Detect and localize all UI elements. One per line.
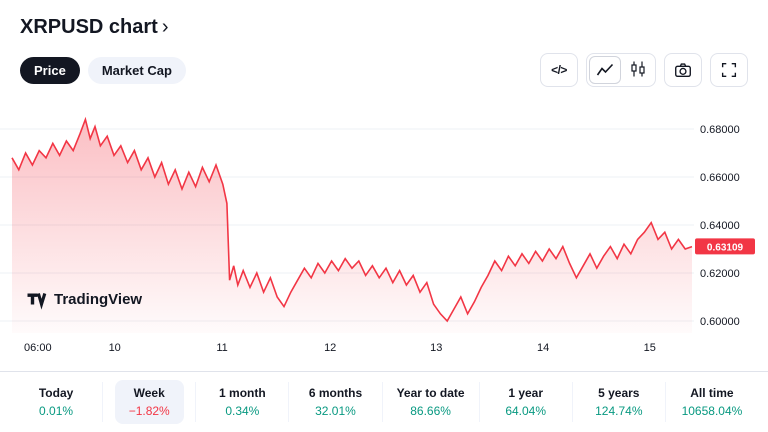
x-axis-label: 10 bbox=[109, 342, 121, 354]
stat-today[interactable]: Today 0.01% bbox=[10, 380, 102, 424]
stat-value: 32.01% bbox=[315, 404, 356, 418]
stat-separator bbox=[381, 382, 383, 422]
stat-label: 6 months bbox=[308, 386, 363, 400]
chevron-right-icon: › bbox=[161, 15, 169, 38]
stat-value: −1.82% bbox=[128, 404, 170, 418]
area-chart-type-button[interactable] bbox=[589, 56, 621, 84]
candlestick-icon bbox=[631, 61, 645, 77]
chart-area: 0.68000 0.66000 0.64000 0.62000 0.60000 0.631… bbox=[0, 93, 768, 358]
symbol-chart-link[interactable]: XRPUSD chart › bbox=[20, 16, 168, 39]
stat-value: 86.66% bbox=[410, 404, 451, 418]
embed-code-button[interactable]: </> bbox=[540, 53, 578, 87]
stat-1-month[interactable]: 1 month 0.34% bbox=[196, 380, 288, 424]
chart-mode-toggle: Price Market Cap bbox=[20, 56, 186, 84]
stat-label: Year to date bbox=[396, 386, 465, 400]
stat-label: 1 month bbox=[219, 386, 266, 400]
stat-year-to-date[interactable]: Year to date 86.66% bbox=[383, 380, 479, 424]
stat-separator bbox=[102, 382, 104, 422]
stat-separator bbox=[478, 382, 480, 422]
stat-all-time[interactable]: All time 10658.04% bbox=[666, 380, 758, 424]
stat-value: 10658.04% bbox=[681, 404, 743, 418]
y-axis-label: 0.66000 bbox=[700, 172, 740, 184]
stat-value: 64.04% bbox=[505, 404, 547, 418]
stat-1-year[interactable]: 1 year 64.04% bbox=[480, 380, 572, 424]
stat-5-years[interactable]: 5 years 124.74% bbox=[573, 380, 665, 424]
snapshot-button[interactable] bbox=[664, 53, 702, 87]
x-axis-label: 12 bbox=[324, 342, 336, 354]
stat-separator bbox=[288, 382, 290, 422]
fullscreen-button[interactable] bbox=[710, 53, 748, 87]
price-line bbox=[11, 116, 693, 323]
market-cap-toggle-button[interactable]: Market Cap bbox=[87, 56, 186, 84]
camera-icon bbox=[675, 63, 691, 78]
tradingview-logo-icon bbox=[27, 293, 47, 310]
performance-stats-row: Today 0.01% Week −1.82% 1 month 0.34% 6 months… bbox=[0, 371, 768, 432]
stat-separator bbox=[571, 382, 573, 422]
fullscreen-icon bbox=[721, 62, 737, 78]
x-axis-label: 15 bbox=[644, 342, 656, 354]
current-price-label: 0.63109 bbox=[707, 242, 744, 253]
x-axis-label: 06:00 bbox=[24, 342, 52, 354]
price-toggle-button[interactable]: Price bbox=[20, 56, 80, 84]
stat-value: 0.34% bbox=[225, 404, 260, 418]
y-axis-label: 0.60000 bbox=[700, 316, 740, 328]
stat-label: Week bbox=[133, 386, 165, 400]
stat-value: 0.01% bbox=[39, 404, 74, 418]
controls-row: Price Market Cap </> bbox=[0, 53, 768, 87]
stat-label: 5 years bbox=[598, 386, 640, 400]
header: XRPUSD chart › bbox=[0, 0, 768, 39]
chart-toolbar: </> bbox=[540, 53, 748, 87]
x-axis-label: 13 bbox=[430, 342, 442, 354]
x-axis-label: 14 bbox=[537, 342, 549, 354]
candles-chart-type-button[interactable] bbox=[623, 56, 653, 82]
y-axis-label: 0.64000 bbox=[700, 220, 740, 232]
stat-week[interactable]: Week −1.82% bbox=[103, 380, 195, 424]
code-icon: </> bbox=[551, 63, 567, 77]
tradingview-watermark[interactable]: TradingView bbox=[26, 288, 142, 310]
stat-value: 124.74% bbox=[595, 404, 643, 418]
stat-label: Today bbox=[38, 386, 74, 400]
current-price-badge bbox=[695, 238, 755, 255]
stat-label: All time bbox=[690, 386, 734, 400]
chart-type-group bbox=[586, 53, 656, 87]
stat-6-months[interactable]: 6 months 32.01% bbox=[289, 380, 381, 424]
x-axis-label: 11 bbox=[216, 342, 227, 354]
price-chart[interactable]: 0.68000 0.66000 0.64000 0.62000 0.60000 0.631… bbox=[0, 93, 768, 358]
y-axis-label: 0.68000 bbox=[700, 124, 740, 136]
page-title: XRPUSD chart bbox=[20, 16, 158, 38]
y-axis-label: 0.62000 bbox=[700, 268, 740, 280]
area-fill bbox=[12, 119, 692, 334]
tradingview-brand-text: TradingView bbox=[54, 290, 143, 308]
stat-separator bbox=[664, 382, 666, 422]
area-chart-icon bbox=[596, 63, 614, 76]
stat-label: 1 year bbox=[508, 386, 544, 400]
stat-separator bbox=[195, 382, 197, 422]
